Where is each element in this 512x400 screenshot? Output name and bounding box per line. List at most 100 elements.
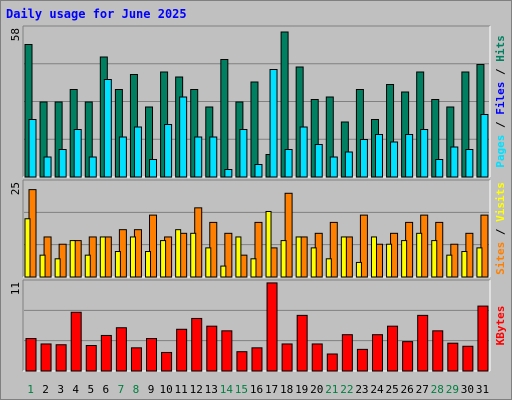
day-label-3: 3 — [57, 383, 64, 396]
legend-files: Files — [494, 82, 507, 115]
files-bar-day-18 — [284, 149, 293, 178]
kbytes-bar-day-17 — [266, 282, 278, 372]
visits-bar-day-30 — [461, 251, 468, 278]
files-bar-day-22 — [344, 151, 353, 178]
kbytes-bar-day-26 — [402, 341, 414, 372]
visits-bar-day-29 — [446, 254, 453, 278]
hits-bar-day-16 — [250, 81, 259, 178]
day-label-14: 14 — [220, 383, 234, 396]
day-label-26: 26 — [401, 383, 414, 396]
kbytes-bar-day-14 — [221, 330, 233, 372]
files-bar-day-16 — [254, 164, 263, 178]
visits-bar-day-11 — [175, 229, 182, 278]
day-label-6: 6 — [103, 383, 110, 396]
visits-bar-day-16 — [250, 258, 257, 278]
day-label-22: 22 — [340, 383, 353, 396]
files-bar-day-27 — [420, 129, 429, 178]
kbytes-bar-day-16 — [251, 347, 263, 372]
day-label-8: 8 — [133, 383, 140, 396]
files-bar-day-17 — [269, 69, 278, 178]
sites-visits-legend: Sites / Visits — [494, 182, 507, 275]
hits-max-label: 58 — [9, 28, 22, 41]
kbytes-max-label: 11 — [9, 282, 22, 295]
day-label-27: 27 — [416, 383, 429, 396]
visits-bar-day-1 — [24, 218, 31, 278]
visits-bar-day-28 — [431, 240, 438, 278]
day-axis-labels: 1 2 3 4 5 6 7 8 9 10 11 12 13 14 15 16 17 18 19 20 21 22 23 24 2… — [27, 383, 489, 396]
sites-bar-day-31 — [480, 214, 489, 278]
files-bar-day-10 — [164, 124, 173, 178]
files-bar-day-3 — [58, 149, 67, 178]
visits-bar-day-13 — [205, 247, 212, 278]
legend-hits: Hits — [494, 35, 507, 62]
files-bar-day-9 — [149, 159, 158, 178]
files-bar-day-5 — [88, 156, 97, 178]
kbytes-bar-day-3 — [55, 344, 67, 372]
visits-bar-day-21 — [325, 258, 332, 278]
visits-bar-day-27 — [416, 232, 423, 278]
kbytes-bar-day-18 — [281, 343, 293, 372]
kbytes-bar-day-1 — [25, 338, 37, 372]
kbytes-bar-day-10 — [161, 351, 173, 372]
kbytes-bar-day-8 — [130, 347, 142, 372]
hits-files-pages-legend: Pages / Files / Hits — [494, 35, 507, 168]
kbytes-bar-day-15 — [236, 351, 248, 372]
files-bar-day-6 — [103, 79, 112, 178]
day-label-10: 10 — [159, 383, 172, 396]
files-bar-day-19 — [299, 126, 308, 178]
files-bar-day-21 — [329, 156, 338, 178]
visits-bar-day-9 — [145, 251, 152, 278]
kbytes-bar-day-12 — [191, 317, 203, 372]
kbytes-bar-day-13 — [206, 325, 218, 372]
kbytes-bar-day-22 — [341, 334, 353, 372]
files-bar-day-2 — [43, 156, 52, 178]
sites-bar-day-14 — [224, 232, 233, 278]
kbytes-bar-day-30 — [462, 345, 474, 372]
kbytes-bar-day-27 — [417, 314, 429, 372]
visits-bar-day-19 — [295, 236, 302, 278]
legend-sites: Sites — [494, 242, 507, 275]
kbytes-bar-day-21 — [326, 353, 338, 372]
hits-files-panel — [22, 25, 491, 178]
files-bar-day-30 — [465, 149, 474, 178]
chart-title: Daily usage for June 2025 — [6, 7, 187, 21]
visits-bar-day-20 — [310, 247, 317, 278]
files-bar-day-4 — [73, 129, 82, 178]
files-bar-day-29 — [450, 146, 459, 178]
files-bar-day-11 — [179, 96, 188, 178]
day-label-21: 21 — [325, 383, 338, 396]
sites-bar-day-23 — [359, 214, 368, 278]
visits-bar-day-2 — [39, 254, 46, 278]
sites-bar-day-21 — [329, 221, 338, 278]
day-label-20: 20 — [310, 383, 323, 396]
kbytes-bar-day-24 — [371, 334, 383, 372]
day-label-13: 13 — [205, 383, 218, 396]
legend-visits: Visits — [494, 182, 507, 222]
visits-bar-day-8 — [129, 236, 136, 278]
kbytes-bar-day-20 — [311, 343, 323, 372]
day-label-2: 2 — [42, 383, 49, 396]
kbytes-bar-day-7 — [115, 327, 127, 372]
day-label-12: 12 — [190, 383, 203, 396]
day-label-19: 19 — [295, 383, 308, 396]
day-label-24: 24 — [370, 383, 384, 396]
day-label-17: 17 — [265, 383, 278, 396]
visits-bar-day-4 — [69, 240, 76, 278]
visits-bar-day-23 — [355, 261, 362, 278]
visits-bar-day-31 — [476, 247, 483, 278]
visits-bar-day-5 — [84, 254, 91, 278]
visits-bar-day-10 — [160, 240, 167, 278]
kbytes-bar-day-19 — [296, 314, 308, 372]
kbytes-bar-day-2 — [40, 343, 52, 372]
day-label-7: 7 — [118, 383, 125, 396]
kbytes-bar-day-25 — [387, 325, 399, 372]
visits-bar-day-14 — [220, 265, 227, 278]
files-bar-day-13 — [209, 136, 218, 178]
day-label-4: 4 — [72, 383, 79, 396]
day-label-16: 16 — [250, 383, 263, 396]
sites-bar-day-16 — [254, 221, 263, 278]
visits-sites-panel — [22, 179, 491, 278]
visits-bar-day-15 — [235, 236, 242, 278]
files-bar-day-28 — [435, 159, 444, 178]
files-bar-day-25 — [390, 141, 399, 178]
